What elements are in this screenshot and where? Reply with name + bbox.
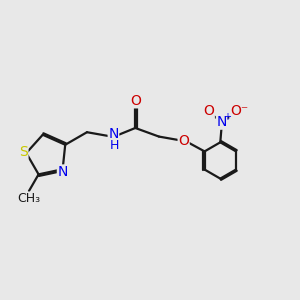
Text: O: O (130, 94, 141, 108)
Text: N: N (217, 115, 227, 129)
Text: S: S (19, 145, 28, 159)
Text: N: N (58, 165, 68, 179)
Text: O: O (178, 134, 189, 148)
Text: O: O (203, 104, 214, 118)
Text: +: + (223, 112, 231, 122)
Text: H: H (110, 139, 119, 152)
Text: CH₃: CH₃ (17, 192, 41, 205)
Text: N: N (108, 127, 118, 141)
Text: O⁻: O⁻ (230, 104, 248, 118)
